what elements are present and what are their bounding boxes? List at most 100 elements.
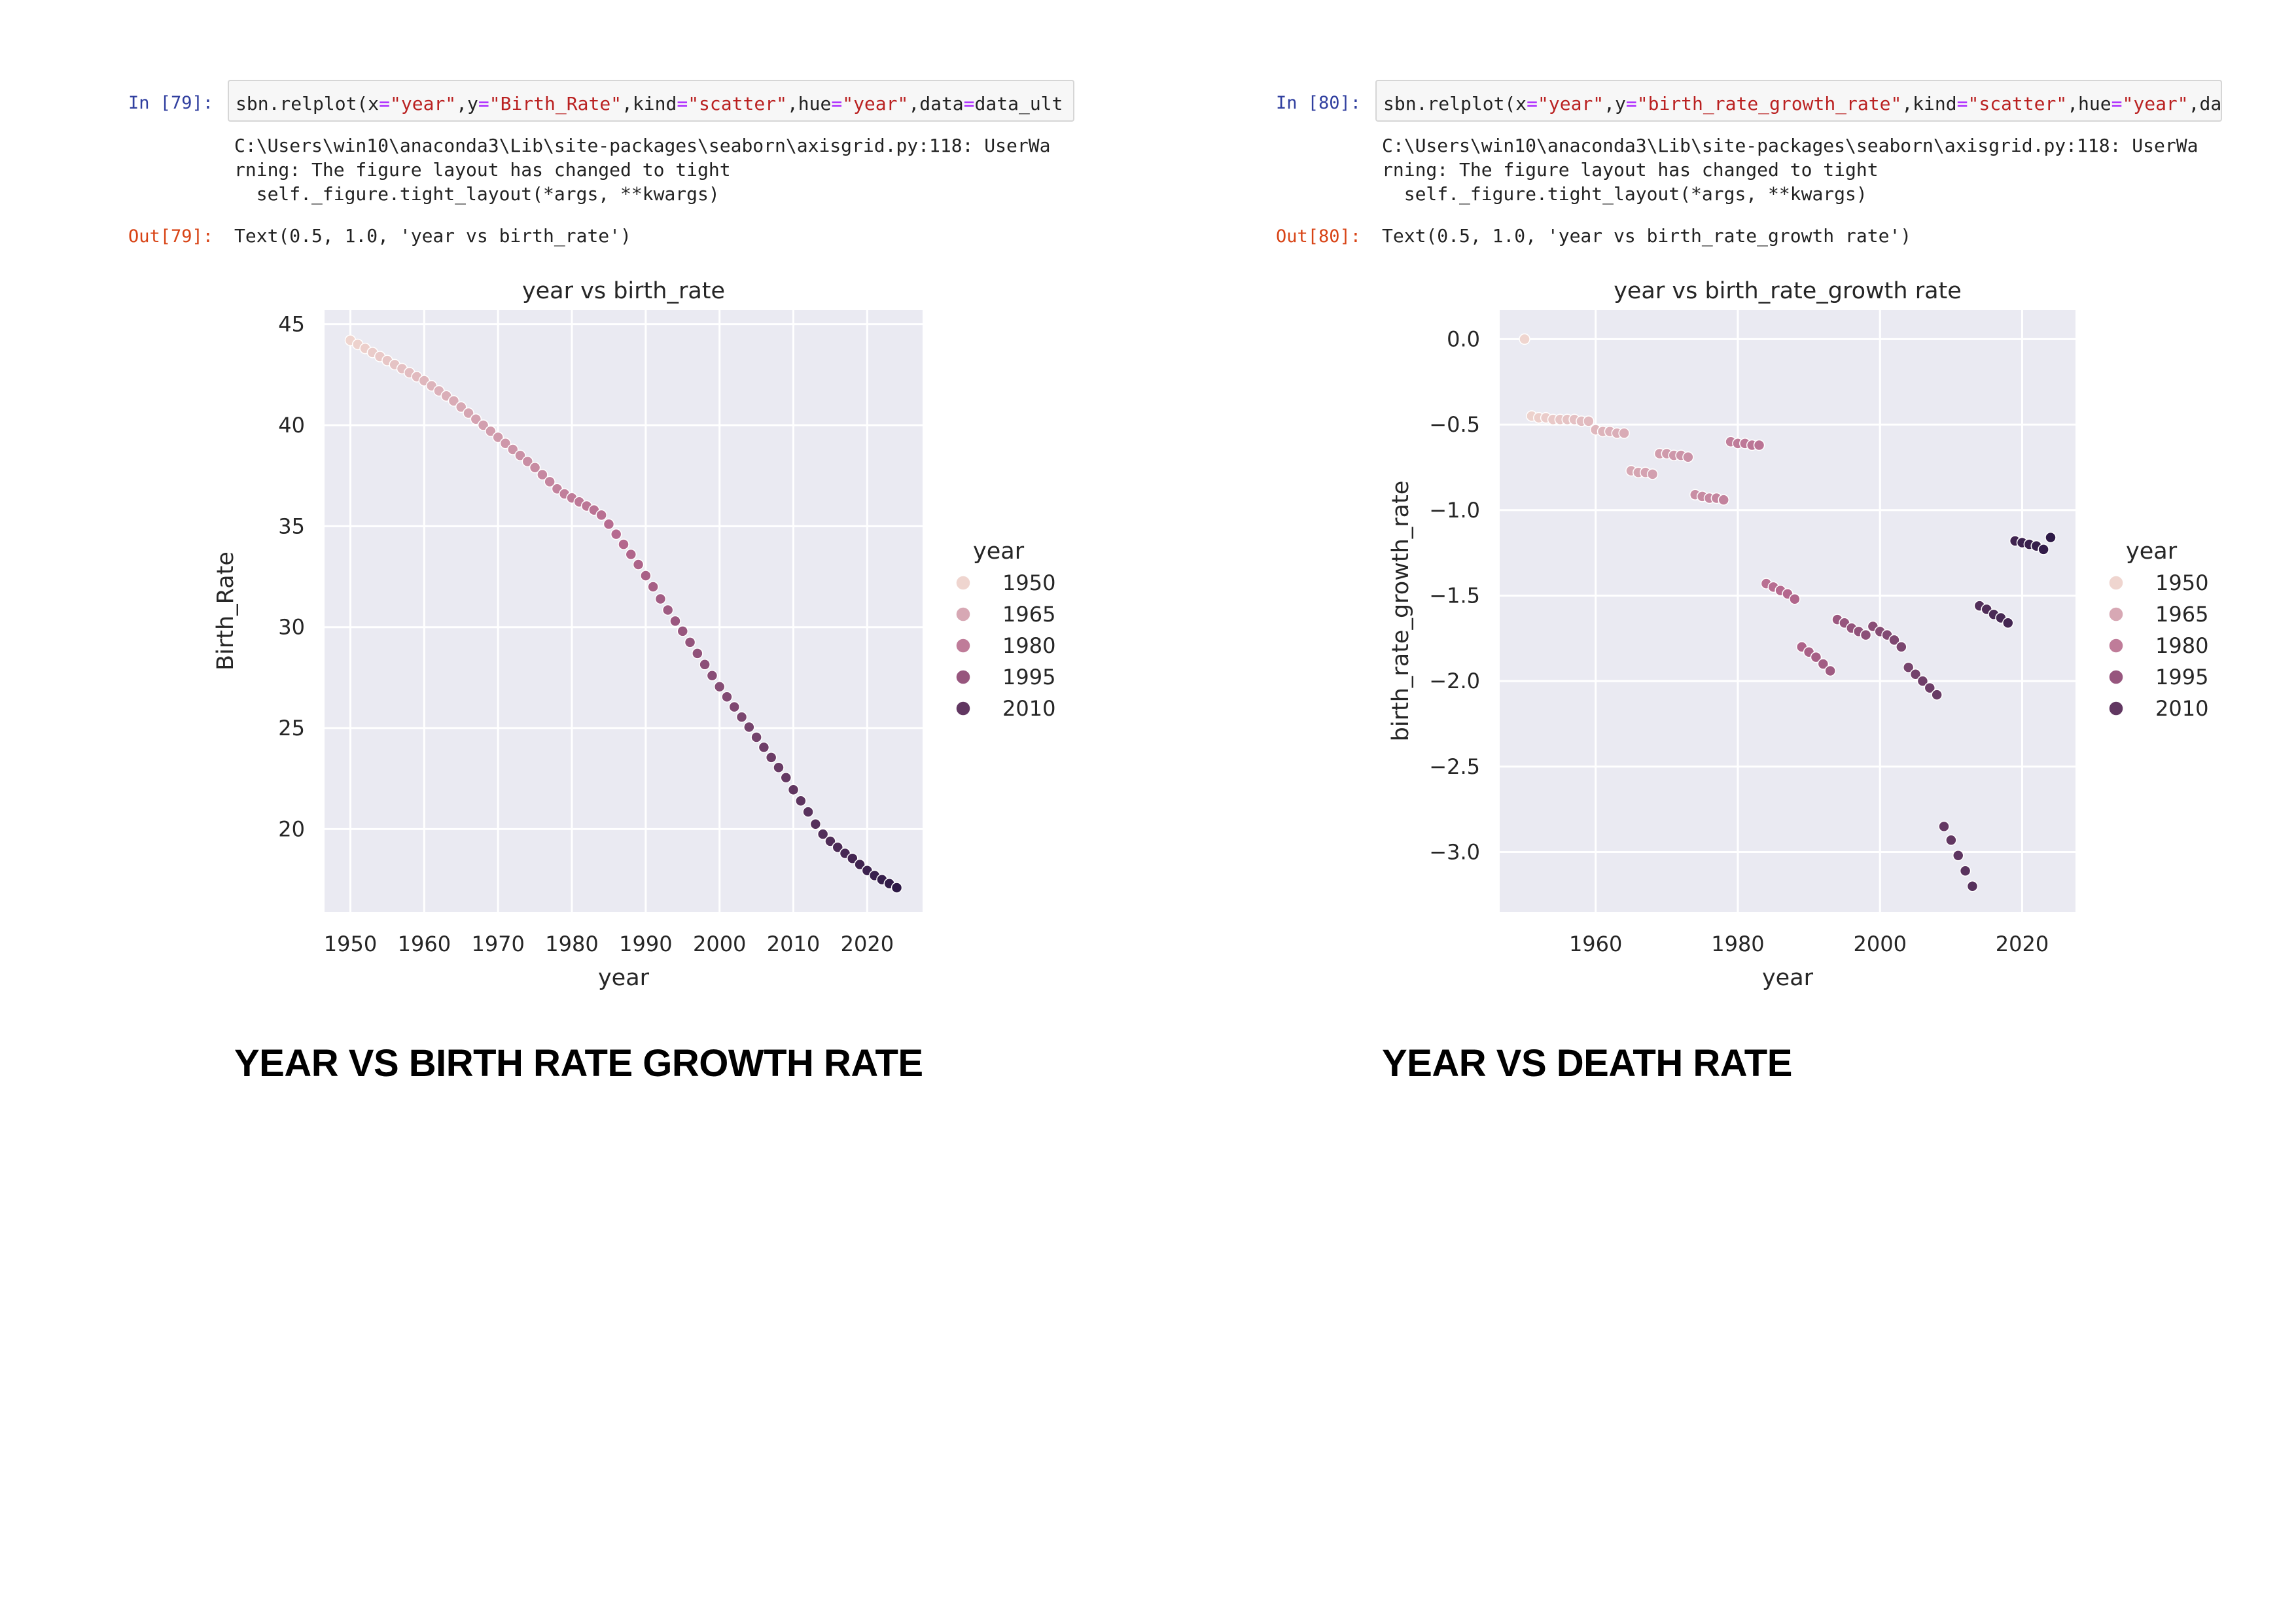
data-point xyxy=(728,701,741,713)
code-token: "scatter" xyxy=(688,93,787,114)
output-prompt: Out[80]: xyxy=(1276,226,1362,247)
code-token: ,y xyxy=(1604,93,1626,114)
data-point xyxy=(699,659,711,671)
code-token: = xyxy=(677,93,688,114)
legend-label: 1950 xyxy=(1002,570,1055,595)
x-tick-label: 1950 xyxy=(324,932,377,956)
stderr-warning: C:\Users\win10\anaconda3\Lib\site-packag… xyxy=(234,135,1051,205)
data-point xyxy=(529,462,541,474)
data-point xyxy=(1789,593,1801,605)
y-tick-label: 20 xyxy=(278,816,305,841)
data-point xyxy=(832,841,843,853)
data-point xyxy=(721,691,733,703)
x-tick-label: 2010 xyxy=(767,932,820,956)
data-point xyxy=(625,548,637,561)
data-point xyxy=(1824,665,1836,677)
code-token: "year" xyxy=(2122,93,2189,114)
data-point xyxy=(692,648,703,659)
code-token: = xyxy=(1527,93,1538,114)
code-token: = xyxy=(2111,93,2123,114)
code-token: "year" xyxy=(1538,93,1604,114)
notebook-cell-79: In [79]: sbn.relplot(x="year",y="Birth_R… xyxy=(0,0,1145,1145)
data-point xyxy=(521,455,534,468)
data-point xyxy=(1938,820,1950,833)
code-token: sbn.relplot(x xyxy=(236,93,380,114)
data-point xyxy=(1646,468,1659,480)
legend-label: 2010 xyxy=(1002,696,1055,721)
code-token: = xyxy=(963,93,975,114)
code-token: data_ult xyxy=(974,93,1063,114)
legend-title: year xyxy=(973,538,1025,565)
data-point xyxy=(1945,834,1957,846)
output-prompt: Out[79]: xyxy=(128,226,214,247)
x-tick-label: 2000 xyxy=(693,932,746,956)
legend-marker xyxy=(955,669,971,685)
stderr-warning: C:\Users\win10\anaconda3\Lib\site-packag… xyxy=(1382,135,2199,205)
legend-marker xyxy=(2108,701,2124,716)
data-point xyxy=(1888,634,1900,646)
code-line[interactable]: sbn.relplot(x="year",y="Birth_Rate",kind… xyxy=(236,93,1063,114)
data-point xyxy=(1902,661,1915,673)
y-tick-label: −3.0 xyxy=(1429,840,1480,865)
code-token: ,y xyxy=(456,93,478,114)
data-point xyxy=(470,413,482,425)
x-tick-label: 2020 xyxy=(1996,932,2049,956)
output-text: Text(0.5, 1.0, 'year vs birth_rate') xyxy=(234,225,631,247)
data-point xyxy=(751,731,762,743)
data-point xyxy=(640,570,652,582)
y-tick-label: 0.0 xyxy=(1447,326,1480,351)
legend-marker xyxy=(955,638,971,654)
legend-label: 1980 xyxy=(2155,633,2208,658)
y-tick-label: 30 xyxy=(278,615,305,640)
data-point xyxy=(706,670,718,682)
output-text: Text(0.5, 1.0, 'year vs birth_rate_growt… xyxy=(1382,225,1912,247)
code-token: = xyxy=(1625,93,1637,114)
data-point xyxy=(891,882,903,894)
data-point xyxy=(713,681,726,693)
code-input-box[interactable]: sbn.relplot(x="year",y="Birth_Rate",kind… xyxy=(228,80,1074,122)
data-point xyxy=(1931,689,1943,701)
y-tick-label: −2.5 xyxy=(1429,754,1480,779)
data-point xyxy=(1952,850,1964,862)
data-point xyxy=(824,835,836,847)
data-point xyxy=(735,711,748,723)
data-point xyxy=(537,468,548,481)
section-heading: YEAR VS DEATH RATE xyxy=(1382,1042,1792,1085)
code-input-box[interactable]: sbn.relplot(x="year",y="birth_rate_growt… xyxy=(1375,80,2222,122)
x-tick-label: 1970 xyxy=(471,932,524,956)
data-point xyxy=(847,852,858,864)
data-point xyxy=(506,444,519,455)
input-prompt: In [79]: xyxy=(128,93,214,113)
legend-label: 1980 xyxy=(1002,633,1055,658)
data-point xyxy=(595,509,607,521)
code-token: = xyxy=(379,93,391,114)
legend-marker xyxy=(955,575,971,591)
data-point xyxy=(2002,617,2014,629)
legend-label: 1995 xyxy=(2155,665,2208,689)
code-token: ,kind xyxy=(622,93,677,114)
code-token: "year" xyxy=(390,93,457,114)
legend-label: 1965 xyxy=(1002,602,1055,627)
legend-label: 1950 xyxy=(2155,570,2208,595)
code-token: = xyxy=(831,93,843,114)
code-line[interactable]: sbn.relplot(x="year",y="birth_rate_growt… xyxy=(1383,93,2221,114)
code-token: "Birth_Rate" xyxy=(489,93,622,114)
data-point xyxy=(1618,427,1630,439)
data-point xyxy=(802,806,814,818)
data-point xyxy=(2038,544,2049,555)
code-token: ,da xyxy=(2188,93,2222,114)
data-point xyxy=(1909,668,1922,680)
x-tick-label: 1980 xyxy=(545,932,598,956)
legend-marker xyxy=(955,606,971,622)
y-tick-label: −0.5 xyxy=(1429,412,1480,437)
scatter-plot-birth-rate: 1950 1960 1970 1980 1990 2000 2010 202020253035… xyxy=(213,278,1055,991)
data-point xyxy=(1583,415,1595,427)
x-axis-label: year xyxy=(598,965,650,991)
y-tick-label: −1.0 xyxy=(1429,498,1480,523)
x-tick-label: 2020 xyxy=(841,932,894,956)
data-point xyxy=(448,395,460,407)
data-point xyxy=(485,425,497,437)
data-point xyxy=(684,637,696,648)
data-point xyxy=(1916,675,1929,687)
legend-marker xyxy=(2108,606,2124,622)
